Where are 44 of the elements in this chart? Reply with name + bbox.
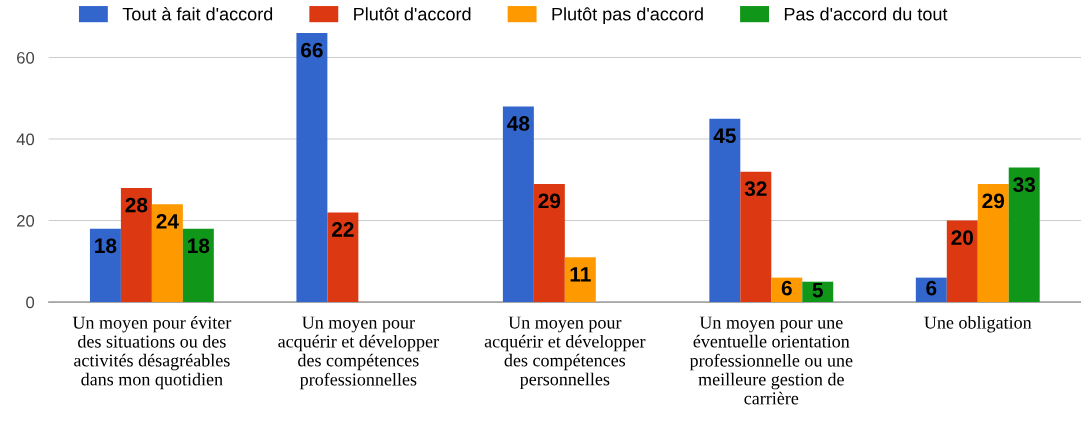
y-tick-label: 20 (17, 214, 35, 227)
data-label: 5 (812, 282, 823, 298)
data-label: 29 (982, 193, 1005, 209)
bar (89, 228, 121, 303)
x-tick-label: Une obligation (924, 315, 1032, 333)
data-label: 66 (301, 42, 323, 58)
bar (533, 183, 565, 303)
y-tick-label: 0 (26, 296, 35, 309)
data-label: 24 (156, 213, 179, 229)
bar (946, 220, 978, 303)
data-label: 11 (570, 267, 591, 282)
bar (327, 212, 359, 303)
bar (120, 187, 152, 303)
data-label: 6 (926, 280, 937, 296)
data-label: 32 (744, 181, 767, 197)
data-label: 20 (951, 230, 974, 245)
bar (296, 33, 328, 303)
y-tick-label: 40 (16, 133, 35, 146)
data-label: 33 (1013, 177, 1036, 193)
bar (182, 228, 214, 303)
bar (740, 171, 772, 303)
bar (151, 204, 183, 303)
bar (1008, 167, 1040, 303)
data-label: 22 (332, 222, 354, 237)
data-label: 28 (125, 197, 148, 213)
data-label: 18 (188, 238, 210, 254)
legend-label: Pas d'accord du tout (784, 7, 948, 21)
bar (709, 118, 741, 303)
legend-label: Plutôt d'accord (354, 7, 471, 21)
data-label: 45 (713, 128, 736, 144)
x-tick-label: Un moyen pour une éventuelle orientation professionnelle ou une meilleure gestion de carrière (689, 316, 853, 405)
x-tick-label: Un moyen pour acquérir et développer des compétences professionnelles (278, 316, 439, 390)
data-label: 6 (781, 280, 792, 296)
bar (564, 257, 596, 303)
bar (977, 183, 1009, 303)
bar (502, 106, 534, 303)
x-tick-label: Un moyen pour éviter des situations ou des activités désagréables dans mon quotidien (72, 315, 232, 390)
data-label: 18 (95, 238, 117, 254)
data-label: 48 (507, 116, 530, 131)
legend-label: Tout à fait d'accord (122, 7, 273, 21)
data-label: 29 (538, 193, 561, 209)
y-tick-label: 60 (17, 51, 35, 64)
legend-label: Plutôt pas d'accord (552, 7, 703, 25)
x-tick-label: Un moyen pour acquérir et développer des compétences personnelles (484, 316, 646, 390)
